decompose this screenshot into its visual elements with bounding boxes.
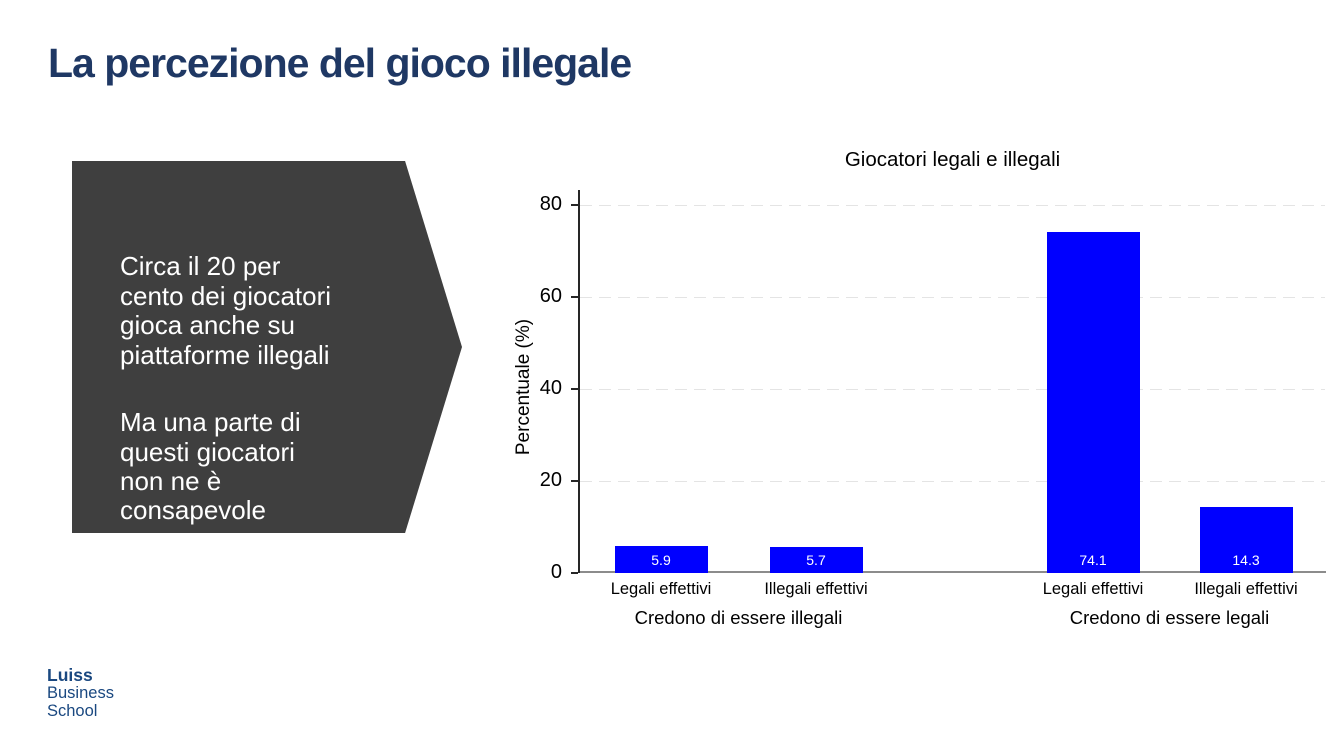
y-tick-80 [571, 204, 578, 206]
gridline-60 [580, 296, 1325, 298]
luiss-logo: Luiss Business School [47, 666, 114, 720]
gridline-20 [580, 480, 1325, 482]
y-tick-40 [571, 388, 578, 390]
category-label-2: Illegali effettivi [764, 580, 868, 598]
logo-line-school: School [47, 702, 98, 720]
y-tick-20 [571, 480, 578, 482]
bar-value-label-1: 5.9 [651, 551, 671, 568]
bar-value-label-4: 14.3 [1232, 551, 1260, 568]
gridline-40 [580, 388, 1325, 390]
x-axis-line [580, 571, 1326, 573]
callout-paragraph-2: Ma una parte di questi giocatori non ne … [120, 407, 301, 526]
category-label-3: Legali effettivi [1042, 580, 1144, 598]
y-tick-60 [571, 296, 578, 298]
group-label-1: Credono di essere illegali [634, 607, 843, 628]
logo-line-business: Business [47, 684, 114, 702]
bar-3: 74.1 [1046, 232, 1140, 573]
chart-title: Giocatori legali e illegali [844, 148, 1061, 171]
y-axis-line [578, 190, 580, 573]
callout-text-block: Circa il 20 per cento dei giocatori gioc… [120, 223, 412, 533]
y-tick-label-0: 0 [550, 561, 562, 583]
bar-value-label-2: 5.7 [806, 551, 826, 568]
plot-area: 5.9 5.7 74.1 14.3 [580, 204, 1325, 573]
gridline-80 [580, 204, 1325, 206]
y-tick-label-40: 40 [539, 377, 562, 399]
y-tick-0 [571, 572, 578, 574]
group-label-2: Credono di essere legali [1069, 607, 1270, 628]
y-tick-label-20: 20 [539, 469, 562, 491]
logo-line-luiss: Luiss [47, 665, 93, 685]
bar-4: 14.3 [1199, 507, 1293, 573]
callout-paragraph-1: Circa il 20 per cento dei giocatori gioc… [120, 251, 332, 370]
category-label-4: Illegali effettivi [1194, 580, 1298, 598]
y-tick-label-80: 80 [539, 193, 562, 215]
y-tick-label-60: 60 [539, 285, 562, 307]
slide-title: La percezione del gioco illegale [48, 40, 632, 86]
bar-2: 5.7 [769, 546, 863, 573]
bar-value-label-3: 74.1 [1079, 551, 1107, 568]
callout-arrow-shape: Circa il 20 per cento dei giocatori gioc… [72, 161, 462, 533]
bar-1: 5.9 [614, 545, 708, 573]
category-label-1: Legali effettivi [610, 580, 712, 598]
